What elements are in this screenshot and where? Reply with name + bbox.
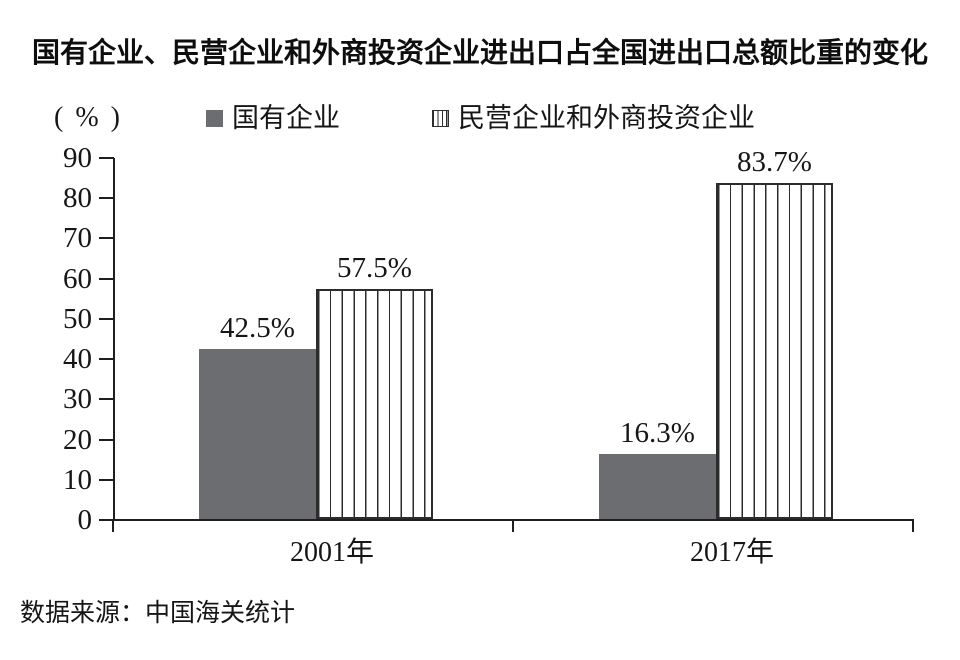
y-axis-tick-label: 60 xyxy=(63,262,92,295)
bar-value-label: 83.7% xyxy=(737,146,812,179)
bar-striped-group1 xyxy=(316,288,433,519)
y-axis-tick xyxy=(99,237,114,240)
y-axis-tick-label: 50 xyxy=(63,302,92,335)
chart-title: 国有企业、民营企业和外商投资企业进出口占全国进出口总额比重的变化 xyxy=(31,37,928,68)
y-axis-tick-label: 10 xyxy=(63,463,92,496)
legend-label-state-owned: 国有企业 xyxy=(232,103,340,133)
y-axis-line xyxy=(113,158,115,521)
legend-label-private-foreign: 民营企业和外商投资企业 xyxy=(458,103,755,133)
y-axis-tick xyxy=(99,519,114,521)
bar-value-label: 42.5% xyxy=(220,312,295,345)
legend-swatch-striped-icon xyxy=(432,109,449,127)
legend-item-state-owned: 国有企业 xyxy=(206,102,340,134)
y-axis-tick-label: 0 xyxy=(77,504,93,536)
bar-value-label: 16.3% xyxy=(620,417,695,450)
y-axis-unit-label: (%) xyxy=(54,102,132,133)
y-axis-tick-label: 70 xyxy=(63,222,92,255)
legend-item-private-foreign: 民营企业和外商投资企业 xyxy=(432,102,755,134)
y-axis-tick xyxy=(99,398,114,401)
y-axis-tick-label: 20 xyxy=(63,423,92,456)
data-source-note: 数据来源：中国海关统计 xyxy=(20,600,296,627)
y-axis-tick xyxy=(99,197,114,200)
x-axis-tick xyxy=(912,520,914,532)
x-axis-category-label: 2017年 xyxy=(689,537,774,568)
y-axis-tick xyxy=(99,358,114,361)
bar-striped-group2 xyxy=(716,183,833,519)
x-axis-tick xyxy=(512,520,514,532)
legend-swatch-solid-icon xyxy=(206,109,223,127)
bar-value-label: 57.5% xyxy=(337,251,412,284)
y-axis-tick xyxy=(99,478,114,481)
y-axis-tick xyxy=(99,277,114,280)
y-axis-tick-label: 90 xyxy=(63,142,92,174)
x-axis-tick xyxy=(112,520,114,532)
bar-solid-group2 xyxy=(599,454,716,519)
y-axis-tick-label: 80 xyxy=(63,182,92,215)
y-axis-tick xyxy=(99,157,114,159)
y-axis-tick-label: 40 xyxy=(63,343,92,376)
y-axis-tick xyxy=(99,438,114,441)
y-axis-tick-label: 30 xyxy=(63,383,92,416)
x-axis-category-label: 2001年 xyxy=(289,537,374,568)
y-axis-tick xyxy=(99,317,114,320)
bar-solid-group1 xyxy=(199,349,316,519)
